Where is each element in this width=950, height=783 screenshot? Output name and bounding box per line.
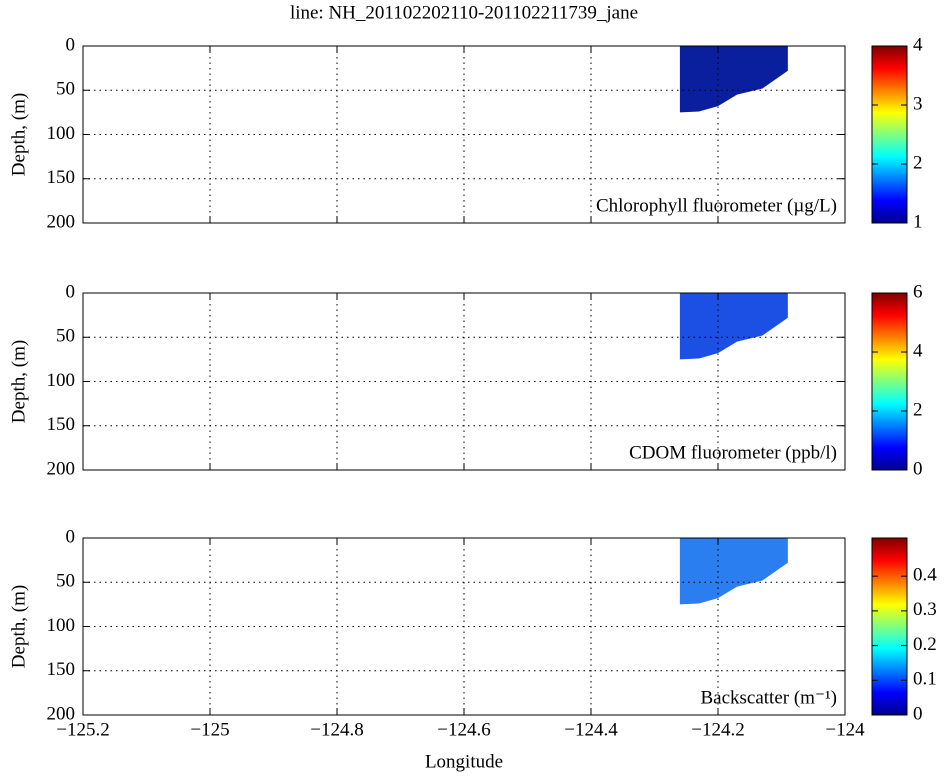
colorbar: [871, 537, 908, 716]
data-patch: [679, 46, 788, 113]
y-tick-label: 100: [47, 123, 76, 144]
annotation: Backscatter (m⁻¹): [700, 687, 837, 708]
colorbar-tick-label: 3: [913, 93, 923, 114]
colorbar-tick-label: 0: [913, 458, 923, 479]
y-tick-label: 150: [47, 167, 76, 188]
colorbar-tick-label: 0.2: [913, 634, 937, 655]
colorbar-tick-label: 4: [913, 34, 923, 55]
colorbar: [871, 45, 908, 224]
x-tick-label: −124.4: [564, 719, 618, 740]
y-tick-label: 0: [66, 526, 76, 547]
axes-frame: [82, 45, 846, 224]
colorbar-tick-label: 0.1: [913, 669, 937, 690]
x-tick-label: −124: [825, 719, 865, 740]
colorbar-tick-label: 1: [913, 211, 923, 232]
annotation: CDOM fluorometer (ppb/l): [629, 442, 837, 463]
y-tick-label: 0: [66, 281, 76, 302]
y-tick-label: 100: [47, 370, 76, 391]
data-patch: [679, 293, 788, 360]
colorbar-tick-label: 2: [913, 399, 923, 420]
x-tick-label: −125: [190, 719, 229, 740]
data-patch: [679, 538, 788, 605]
y-axis-label: Depth, (m): [8, 93, 29, 176]
y-tick-label: 50: [56, 571, 75, 592]
chart-title: line: NH_201102202110-201102211739_jane: [290, 2, 638, 23]
colorbar-tick-label: 0.4: [913, 565, 937, 586]
annotation: Chlorophyll fluorometer (µg/L): [596, 195, 837, 216]
colorbar-tick-label: 2: [913, 152, 923, 173]
y-tick-label: 50: [56, 79, 75, 100]
colorbar-tick-label: 6: [913, 281, 923, 302]
y-tick-label: 150: [47, 414, 76, 435]
y-tick-label: 200: [47, 211, 76, 232]
y-tick-label: 150: [47, 659, 76, 680]
x-tick-label: −124.2: [691, 719, 744, 740]
x-axis-label: Longitude: [425, 751, 503, 772]
x-tick-label: −124.6: [437, 719, 490, 740]
colorbar: [871, 292, 908, 471]
axes-frame: [82, 292, 846, 471]
colorbar-tick-label: 0.3: [913, 599, 937, 620]
colorbar-tick-label: 4: [913, 340, 923, 361]
y-tick-label: 0: [66, 34, 76, 55]
y-axis-label: Depth, (m): [8, 585, 29, 668]
y-tick-label: 100: [47, 615, 76, 636]
x-tick-label: −124.8: [310, 719, 363, 740]
y-tick-label: 200: [47, 458, 76, 479]
y-tick-label: 200: [47, 703, 76, 724]
x-tick-label: −125.2: [56, 719, 109, 740]
y-tick-label: 50: [56, 326, 75, 347]
y-axis-label: Depth, (m): [8, 340, 29, 423]
colorbar-tick-label: 0: [913, 703, 923, 724]
axes-frame: [82, 537, 846, 716]
